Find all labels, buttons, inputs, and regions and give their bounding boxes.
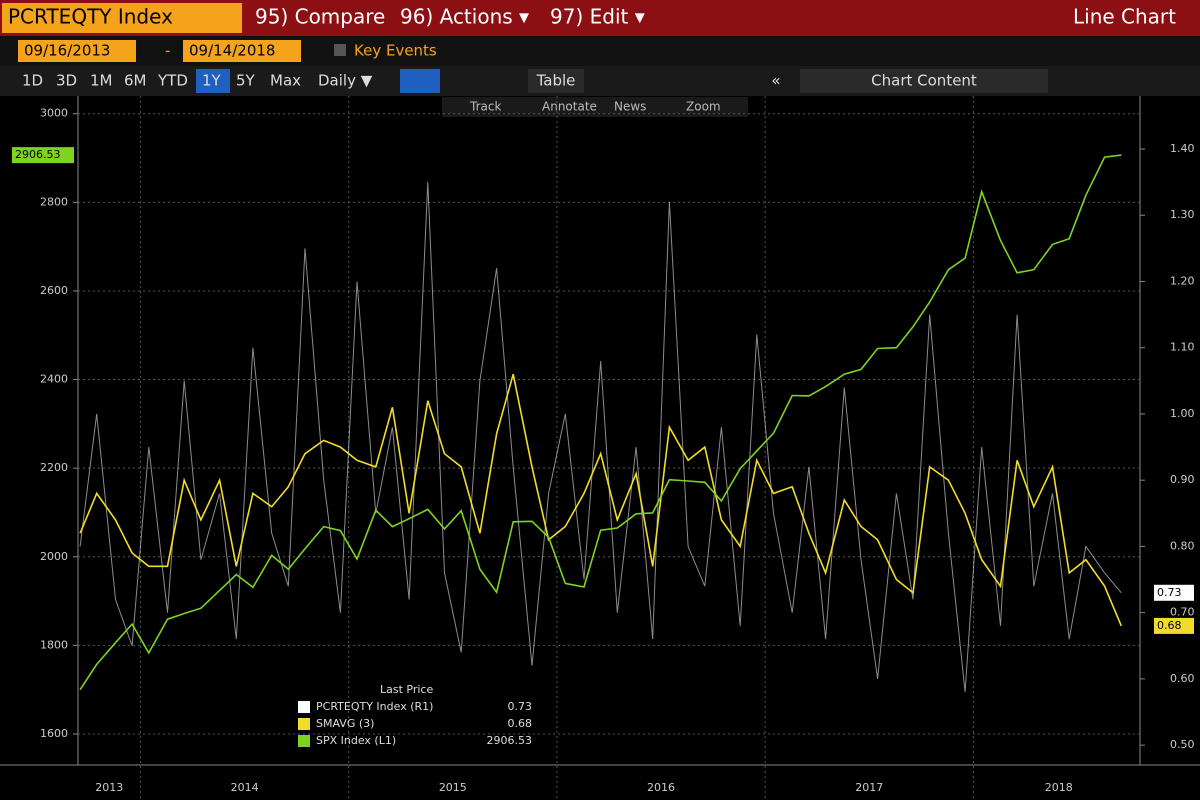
tool-button[interactable]: Zoom — [686, 100, 721, 114]
range-dash: - — [165, 42, 170, 60]
x-tick-label: 2018 — [1045, 781, 1073, 794]
y2-tick-label: 1.30 — [1170, 208, 1195, 221]
period-selected[interactable] — [196, 69, 230, 93]
tool-button[interactable]: Annotate — [542, 100, 597, 114]
actions-button[interactable]: 96) Actions ▾ — [400, 5, 529, 29]
ticker[interactable]: PCRTEQTY Index — [8, 5, 173, 29]
y-tick-label: 2400 — [40, 373, 68, 386]
tools-bar — [442, 97, 748, 117]
legend-value: 0.73 — [508, 700, 533, 713]
last-price-label: 0.73 — [1157, 586, 1182, 599]
legend-value: 2906.53 — [487, 734, 533, 747]
period-button[interactable]: 6M — [124, 72, 147, 90]
y2-tick-label: 0.60 — [1170, 672, 1195, 685]
tool-button[interactable]: News — [614, 100, 646, 114]
x-tick-label: 2016 — [647, 781, 675, 794]
tool-button[interactable]: Track — [469, 100, 501, 114]
period-button[interactable]: 1D — [22, 72, 43, 90]
period-button[interactable]: 5Y — [236, 72, 256, 90]
legend-label: PCRTEQTY Index (R1) — [316, 700, 433, 713]
series-line — [79, 373, 1123, 627]
y2-tick-label: 0.90 — [1170, 473, 1195, 486]
x-tick-label: 2014 — [231, 781, 259, 794]
legend-value: 0.68 — [508, 717, 533, 730]
y2-tick-label: 1.10 — [1170, 341, 1195, 354]
period-button[interactable]: 3D — [56, 72, 77, 90]
x-tick-label: 2017 — [855, 781, 883, 794]
last-price-label: 2906.53 — [15, 148, 61, 161]
range-bar — [0, 36, 1200, 66]
line-chart-button[interactable] — [400, 69, 440, 93]
y2-tick-label: 0.50 — [1170, 738, 1195, 751]
start-date-box[interactable] — [18, 40, 136, 62]
y2-tick-label: 0.70 — [1170, 606, 1195, 619]
legend-swatch — [298, 718, 310, 730]
key-events[interactable]: Key Events — [354, 42, 437, 60]
table-button[interactable]: Table — [536, 72, 576, 90]
view-name: Line Chart — [1073, 5, 1176, 29]
period-button[interactable]: 1M — [90, 72, 113, 90]
last-price-box — [1154, 617, 1194, 634]
period-button[interactable]: 1Y — [202, 72, 222, 90]
frequency[interactable]: Daily ▼ — [318, 72, 373, 90]
last-price-box — [1154, 584, 1194, 601]
chart-content-box[interactable] — [800, 69, 1048, 93]
y-tick-label: 1600 — [40, 727, 68, 740]
table-box[interactable] — [528, 69, 584, 93]
legend-title: Last Price — [380, 683, 433, 696]
y-tick-label: 3000 — [40, 107, 68, 120]
last-price-label: 0.68 — [1157, 619, 1182, 632]
period-button[interactable]: Max — [270, 72, 301, 90]
end-date[interactable]: 09/14/2018 — [189, 42, 275, 60]
edit-button[interactable]: 97) Edit ▾ — [550, 5, 645, 29]
x-tick-label: 2013 — [95, 781, 123, 794]
legend-swatch — [298, 735, 310, 747]
y2-tick-label: 0.80 — [1170, 539, 1195, 552]
end-date-box[interactable] — [183, 40, 301, 62]
y-tick-label: 2800 — [40, 195, 68, 208]
y2-tick-label: 1.00 — [1170, 407, 1195, 420]
period-button[interactable]: YTD — [157, 72, 188, 90]
y-tick-label: 2600 — [40, 284, 68, 297]
y-tick-label: 2200 — [40, 461, 68, 474]
y2-tick-label: 1.40 — [1170, 142, 1195, 155]
legend-swatch — [298, 701, 310, 713]
y-tick-label: 2000 — [40, 550, 68, 563]
chart-content[interactable]: Chart Content — [871, 72, 977, 90]
start-date[interactable]: 09/16/2013 — [24, 42, 110, 60]
y-tick-label: 1800 — [40, 638, 68, 651]
legend-label: SMAVG (3) — [316, 717, 374, 730]
series-line — [79, 154, 1122, 691]
last-price-box — [12, 147, 74, 164]
ticker-box[interactable] — [2, 3, 242, 33]
y2-tick-label: 1.20 — [1170, 274, 1195, 287]
x-tick-label: 2015 — [439, 781, 467, 794]
legend-label: SPX Index (L1) — [316, 734, 396, 747]
series-line — [79, 182, 1122, 693]
compare-button[interactable]: 95) Compare — [255, 5, 385, 29]
key-events-checkbox[interactable] — [334, 44, 346, 56]
collapse-button[interactable]: « — [771, 72, 780, 90]
